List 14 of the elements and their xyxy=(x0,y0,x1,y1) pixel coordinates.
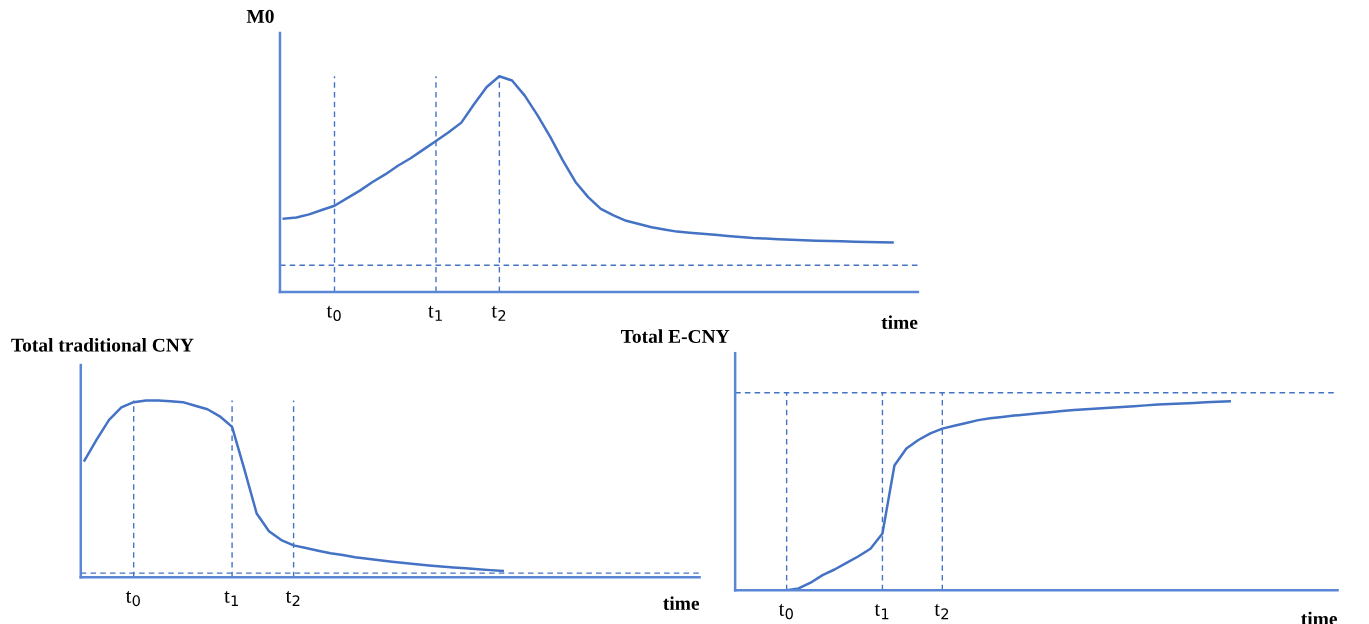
x-tick-label: t$_{1}$ xyxy=(428,305,442,321)
x-tick-label: t$_{0}$ xyxy=(778,604,793,620)
x-tick-label: t$_{2}$ xyxy=(285,590,300,607)
y-axis-title: Total E-CNY xyxy=(621,329,730,343)
x-axis-title: time xyxy=(663,596,700,610)
x-tick-label: t$_{2}$ xyxy=(934,604,949,620)
x-tick-label: t$_{1}$ xyxy=(224,590,238,607)
x-tick-label: t$_{1}$ xyxy=(874,604,889,620)
x-tick-label: t$_{0}$ xyxy=(326,305,341,322)
x-axis-title: time xyxy=(881,315,918,330)
y-axis-title: Total traditional CNY xyxy=(11,338,194,352)
y-axis-title: M0 xyxy=(246,9,274,23)
x-tick-label: t$_{0}$ xyxy=(125,590,140,607)
x-tick-label: t$_{2}$ xyxy=(491,305,506,321)
